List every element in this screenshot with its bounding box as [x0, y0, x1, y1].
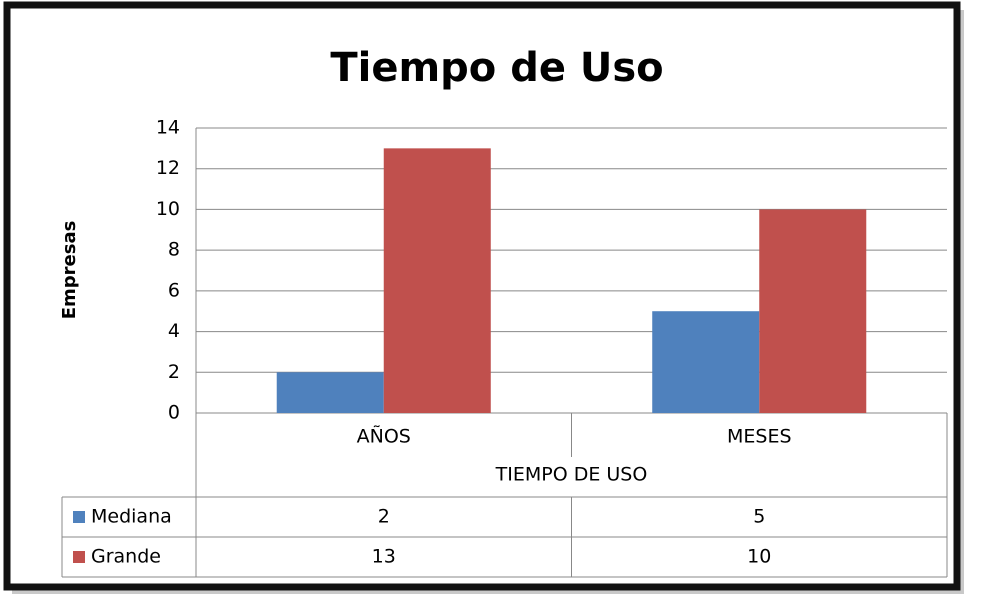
bar [759, 209, 867, 413]
x-tick-label: AÑOS [357, 425, 411, 448]
table-value: 2 [378, 506, 390, 528]
x-axis-title: TIEMPO DE USO [495, 464, 648, 486]
y-tick-label: 6 [168, 279, 180, 301]
y-axis-title: Empresas [59, 221, 80, 320]
y-tick-label: 8 [168, 239, 180, 261]
y-tick-label: 2 [168, 361, 180, 383]
y-tick-label: 10 [156, 198, 180, 220]
table-value: 5 [753, 506, 765, 528]
table-value: 13 [372, 546, 396, 568]
legend-label: Grande [91, 546, 161, 568]
y-tick-label: 14 [156, 117, 180, 139]
bar [652, 311, 760, 413]
legend-label: Mediana [91, 506, 172, 528]
y-tick-label: 0 [168, 402, 180, 424]
bar [383, 148, 491, 413]
legend-key [73, 511, 85, 523]
table-value: 10 [747, 546, 771, 568]
chart-title: Tiempo de Uso [330, 45, 663, 91]
legend-key [73, 551, 85, 563]
bar [276, 372, 384, 413]
y-tick-label: 12 [156, 157, 180, 179]
y-tick-label: 4 [168, 320, 180, 342]
x-tick-label: MESES [727, 426, 792, 448]
